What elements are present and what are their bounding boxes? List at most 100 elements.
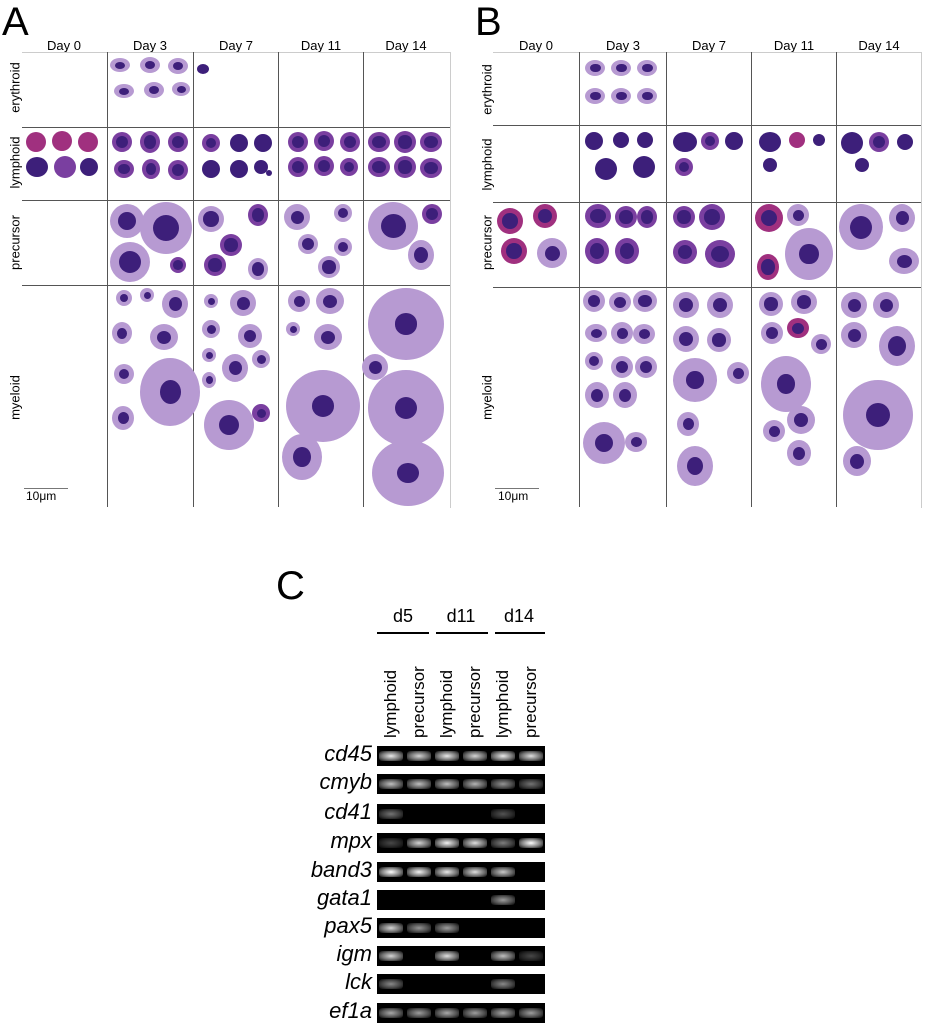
stained-cell <box>254 134 272 152</box>
cell-nucleus <box>796 295 812 309</box>
gel-band <box>435 867 459 877</box>
gel-band <box>519 838 543 848</box>
cell-nucleus <box>619 388 631 402</box>
gel-band <box>407 1008 431 1018</box>
cell-nucleus <box>144 135 156 149</box>
gene-label: ef1a <box>329 998 372 1023</box>
cell-nucleus <box>641 63 653 73</box>
panel-a-letter: A <box>2 0 29 44</box>
gel-band <box>379 809 403 819</box>
cell-nucleus <box>765 326 779 340</box>
cell-nucleus <box>686 371 704 389</box>
grid-divider <box>493 287 921 288</box>
gel-band <box>519 779 543 789</box>
cell-nucleus <box>292 136 304 148</box>
day-underline <box>495 632 545 634</box>
cell-nucleus <box>619 210 633 224</box>
gene-label: mpx <box>330 828 372 853</box>
cell-nucleus <box>208 258 222 272</box>
grid-divider <box>579 52 580 507</box>
gel-band <box>491 838 515 848</box>
panel-b-letter: B <box>475 0 502 44</box>
grid-divider <box>278 52 279 507</box>
stained-cell <box>613 132 629 148</box>
cell-nucleus <box>502 213 518 229</box>
row-label: lymphoid <box>7 136 23 189</box>
stained-cell <box>789 132 805 148</box>
cell-nucleus <box>173 62 183 70</box>
cell-nucleus <box>792 209 804 221</box>
gel-band <box>463 779 487 789</box>
gel-band <box>519 1008 543 1018</box>
gene-label: cmyb <box>319 769 372 794</box>
cell-nucleus <box>678 297 694 313</box>
grid-divider <box>666 52 667 507</box>
cell-nucleus <box>203 211 219 227</box>
cell-nucleus <box>318 160 330 172</box>
cell-nucleus <box>344 136 356 148</box>
cell-nucleus <box>145 163 157 175</box>
day-label: d5 <box>392 606 414 626</box>
gene-label: lck <box>345 969 372 994</box>
cell-nucleus <box>704 135 716 147</box>
gel-band <box>491 809 515 819</box>
cell-nucleus <box>879 298 893 312</box>
column-header: Day 14 <box>385 38 427 53</box>
cell-nucleus <box>865 402 891 428</box>
day-label: d11 <box>446 606 476 626</box>
cell-nucleus <box>168 297 182 311</box>
grid-divider <box>836 52 837 507</box>
gene-label: band3 <box>310 857 372 882</box>
gel-band <box>435 751 459 761</box>
gel-band <box>407 923 431 933</box>
column-header: Day 3 <box>133 38 167 53</box>
column-header: Day 7 <box>692 38 726 53</box>
cell-nucleus <box>615 63 627 73</box>
cell-nucleus <box>594 433 614 453</box>
cell-nucleus <box>372 161 386 173</box>
gel-band <box>435 779 459 789</box>
cell-nucleus <box>506 243 522 259</box>
cell-nucleus <box>292 161 304 173</box>
grid-divider <box>493 125 921 126</box>
cell-nucleus <box>638 294 652 308</box>
cell-nucleus <box>323 294 337 308</box>
gel-band <box>463 867 487 877</box>
cell-nucleus <box>368 360 382 374</box>
gel-band <box>491 1008 515 1018</box>
gel-band <box>491 951 515 961</box>
cell-nucleus <box>394 396 418 420</box>
gel-band <box>519 751 543 761</box>
cell-nucleus <box>413 246 429 264</box>
stained-cell <box>230 134 248 152</box>
cell-nucleus <box>289 325 297 333</box>
cell-nucleus <box>850 453 864 469</box>
cell-nucleus <box>380 214 406 238</box>
gel-band <box>435 838 459 848</box>
cell-nucleus <box>398 135 412 149</box>
cell-nucleus <box>793 446 805 460</box>
cell-nucleus <box>252 262 264 276</box>
cell-nucleus <box>426 208 438 220</box>
stained-cell <box>26 157 48 177</box>
cell-nucleus <box>678 331 694 347</box>
grid-divider <box>193 52 194 507</box>
column-header: Day 11 <box>300 38 342 53</box>
gel-band <box>463 751 487 761</box>
cell-nucleus <box>873 136 885 148</box>
cell-nucleus <box>712 333 726 347</box>
column-header: Day 14 <box>858 38 900 53</box>
grid-divider <box>22 200 450 201</box>
cell-nucleus <box>302 238 314 250</box>
stained-cell <box>80 158 98 176</box>
gel-band <box>491 751 515 761</box>
day-label: d14 <box>503 606 535 626</box>
cell-nucleus <box>615 360 629 374</box>
cell-nucleus <box>143 291 151 299</box>
panel-c: C d5 d11 d14 lymphoid precursor lymphoid pr… <box>0 560 926 1023</box>
column-header: Day 0 <box>519 38 553 53</box>
cell-nucleus <box>117 412 129 424</box>
stained-cell <box>26 132 46 152</box>
scale-bar <box>495 488 539 489</box>
gel-band <box>379 779 403 789</box>
